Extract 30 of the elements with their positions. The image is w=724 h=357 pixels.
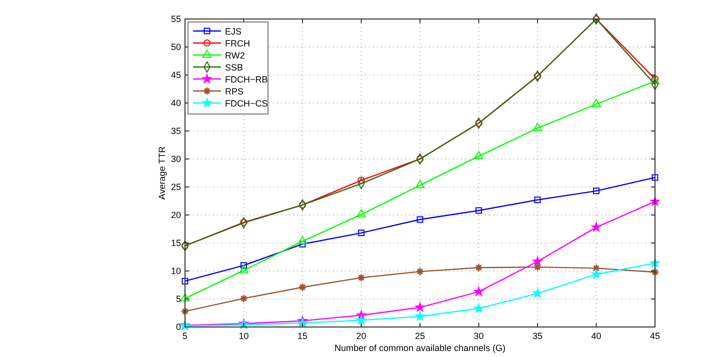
x-tick-label: 30 bbox=[474, 331, 484, 341]
y-tick-label: 15 bbox=[170, 238, 181, 248]
y-tick-label: 20 bbox=[170, 210, 181, 220]
y-tick-label: 40 bbox=[170, 98, 181, 108]
y-tick-label: 25 bbox=[170, 182, 181, 192]
legend-label: RW2 bbox=[225, 50, 245, 60]
y-tick-label: 30 bbox=[170, 154, 181, 164]
x-tick-label: 10 bbox=[238, 331, 249, 341]
x-tick-label: 20 bbox=[356, 331, 366, 341]
x-tick-label: 45 bbox=[650, 331, 660, 341]
legend-label: RPS bbox=[225, 86, 244, 96]
y-tick-label: 50 bbox=[170, 42, 181, 52]
x-tick-label: 15 bbox=[297, 331, 308, 341]
legend-label: FRCH bbox=[225, 38, 250, 48]
legend-label: FDCH−CS bbox=[225, 98, 268, 108]
y-tick-label: 45 bbox=[170, 70, 181, 80]
y-tick-label: 35 bbox=[170, 126, 181, 136]
y-tick-label: 5 bbox=[176, 294, 181, 304]
y-axis-title: Average TTR bbox=[157, 146, 167, 200]
legend-label: EJS bbox=[225, 26, 242, 36]
x-tick-label: 25 bbox=[414, 331, 426, 341]
y-tick-label: 55 bbox=[170, 14, 181, 24]
x-tick-label: 5 bbox=[182, 331, 188, 341]
x-tick-label: 40 bbox=[591, 331, 602, 341]
y-tick-label: 10 bbox=[170, 266, 181, 276]
x-axis-title: Number of common available channels (G) bbox=[334, 343, 506, 353]
x-tick-label: 35 bbox=[532, 331, 543, 341]
legend-label: SSB bbox=[225, 62, 244, 72]
y-tick-label: 0 bbox=[176, 322, 181, 332]
legend-label: FDCH−RB bbox=[225, 74, 268, 84]
